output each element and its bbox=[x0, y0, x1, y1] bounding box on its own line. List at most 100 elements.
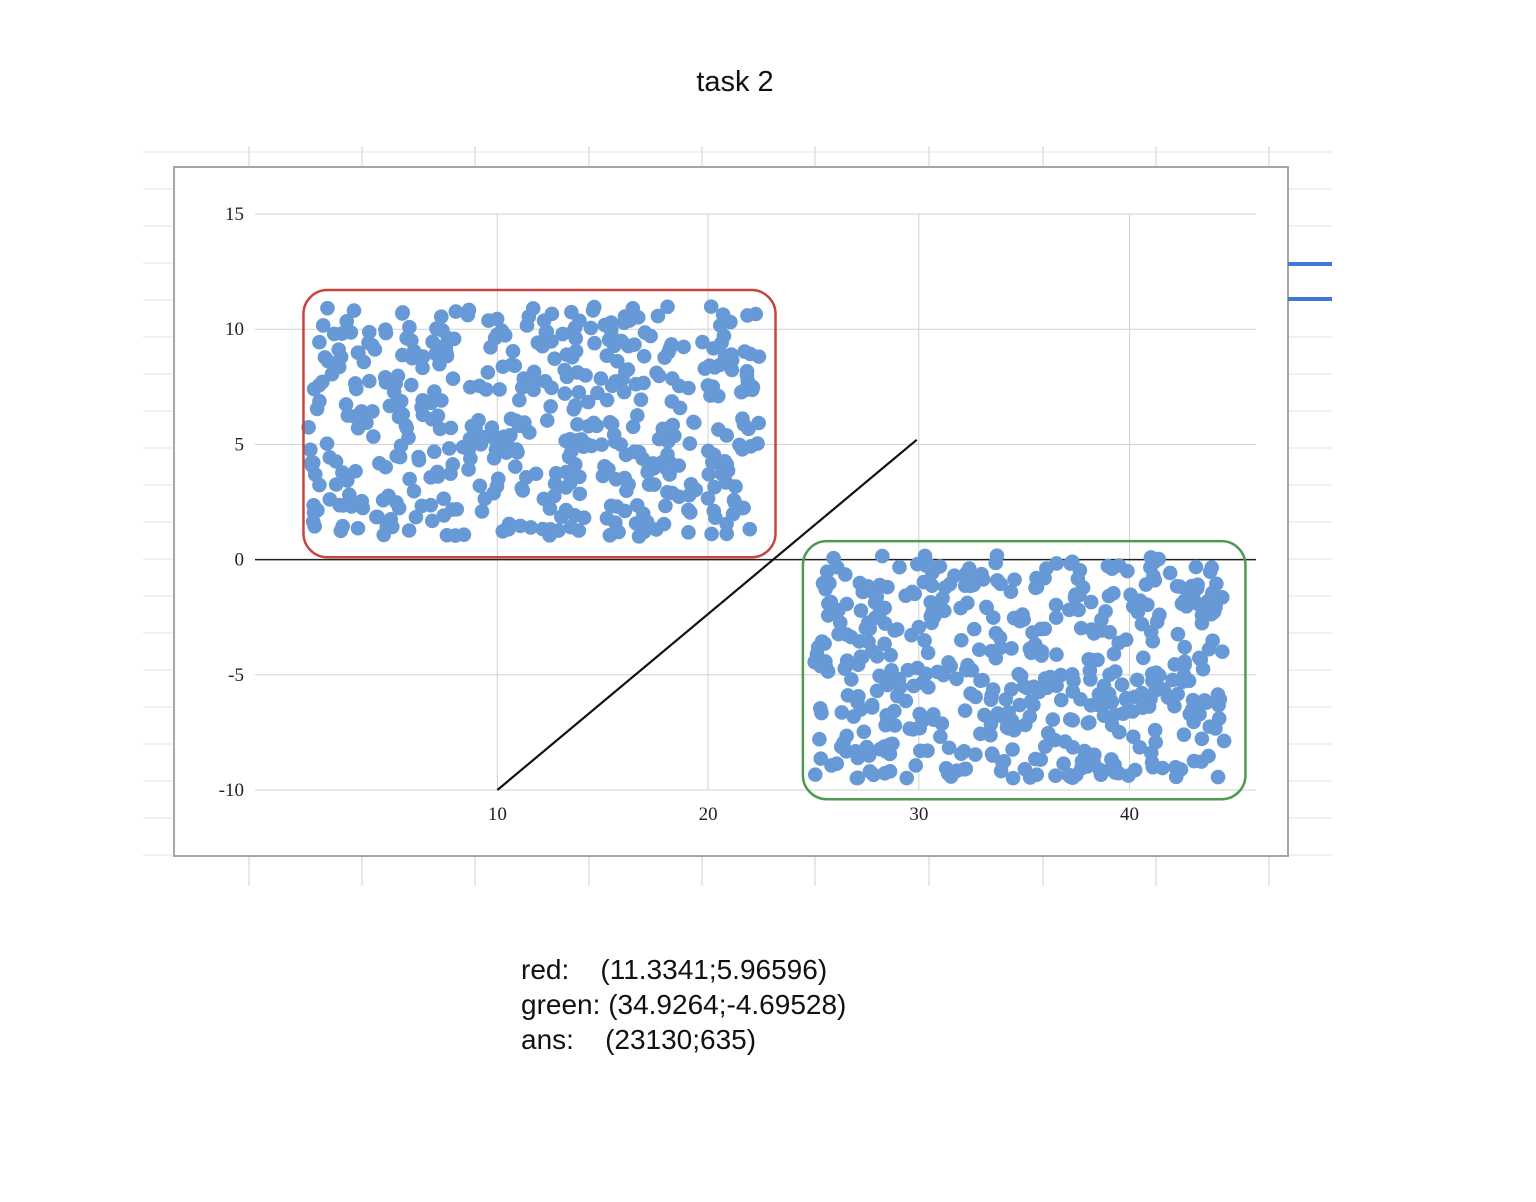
data-point bbox=[732, 437, 747, 453]
data-point bbox=[860, 579, 876, 594]
note-ans: ans: (23130;635) bbox=[521, 1022, 846, 1057]
data-point bbox=[1072, 563, 1088, 578]
data-point bbox=[558, 502, 574, 518]
data-point bbox=[672, 400, 688, 416]
data-point bbox=[705, 379, 721, 394]
data-point bbox=[943, 658, 958, 674]
data-point bbox=[957, 703, 973, 718]
data-point bbox=[443, 466, 458, 481]
data-point bbox=[703, 299, 719, 314]
data-point bbox=[604, 378, 620, 394]
data-point bbox=[401, 523, 417, 538]
data-point bbox=[571, 385, 587, 400]
data-point bbox=[985, 748, 1000, 763]
data-point bbox=[651, 368, 667, 384]
data-point bbox=[570, 365, 585, 380]
data-point bbox=[665, 417, 680, 433]
data-point bbox=[920, 743, 935, 759]
data-point bbox=[1129, 672, 1145, 688]
data-point bbox=[1092, 762, 1107, 777]
y-tick-label: -10 bbox=[219, 780, 244, 801]
data-point bbox=[724, 347, 739, 362]
data-point bbox=[1094, 612, 1109, 628]
data-point bbox=[844, 672, 859, 687]
data-point bbox=[432, 356, 447, 372]
separator-line bbox=[496, 438, 918, 791]
data-point bbox=[704, 526, 719, 542]
data-point bbox=[439, 346, 454, 362]
data-point bbox=[971, 642, 987, 658]
data-point bbox=[629, 408, 645, 423]
data-point bbox=[513, 518, 528, 534]
data-point bbox=[1080, 747, 1095, 763]
data-point bbox=[512, 392, 527, 408]
data-point bbox=[441, 441, 457, 456]
data-point bbox=[735, 411, 750, 426]
data-point bbox=[1061, 602, 1077, 618]
data-point bbox=[719, 428, 735, 443]
data-point bbox=[546, 488, 562, 504]
data-point bbox=[681, 525, 696, 540]
data-point bbox=[1192, 650, 1207, 666]
data-point bbox=[315, 318, 331, 333]
data-point bbox=[382, 398, 398, 414]
data-point bbox=[836, 735, 851, 751]
data-point bbox=[1134, 685, 1150, 701]
data-point bbox=[1165, 672, 1180, 688]
data-point bbox=[681, 502, 696, 518]
data-point bbox=[1005, 770, 1021, 786]
data-point bbox=[1177, 639, 1192, 655]
data-point bbox=[366, 429, 381, 444]
data-point bbox=[436, 491, 451, 507]
data-point bbox=[1135, 650, 1151, 666]
data-point bbox=[611, 524, 626, 540]
data-point bbox=[853, 603, 869, 618]
data-point bbox=[350, 520, 366, 536]
data-point bbox=[875, 548, 890, 564]
data-point bbox=[448, 304, 464, 319]
data-point bbox=[1048, 597, 1064, 613]
data-point bbox=[807, 767, 823, 782]
data-point bbox=[328, 477, 344, 492]
note-red: red: (11.3341;5.96596) bbox=[521, 952, 846, 987]
data-point bbox=[461, 462, 476, 477]
data-point bbox=[609, 353, 625, 369]
data-point bbox=[481, 313, 496, 328]
data-point bbox=[378, 459, 393, 475]
data-point bbox=[1090, 652, 1105, 668]
data-point bbox=[338, 397, 354, 412]
data-point bbox=[908, 758, 924, 773]
data-point bbox=[621, 477, 636, 492]
data-point bbox=[926, 712, 942, 727]
data-point bbox=[1172, 579, 1187, 594]
data-point bbox=[346, 303, 362, 318]
data-point bbox=[408, 509, 424, 525]
data-point bbox=[362, 373, 377, 389]
data-point bbox=[923, 609, 939, 624]
data-point bbox=[383, 511, 399, 527]
data-point bbox=[305, 455, 321, 470]
data-point bbox=[1001, 705, 1016, 720]
data-point bbox=[1123, 587, 1138, 603]
data-point bbox=[433, 309, 449, 325]
data-point bbox=[435, 323, 450, 338]
data-point bbox=[1194, 731, 1210, 747]
data-point bbox=[930, 664, 945, 680]
data-point bbox=[1005, 742, 1020, 757]
data-point bbox=[1108, 664, 1123, 679]
data-point bbox=[564, 443, 579, 459]
data-point bbox=[1216, 733, 1232, 749]
data-point bbox=[1106, 646, 1122, 662]
data-point bbox=[307, 519, 323, 534]
y-tick-label: 0 bbox=[235, 550, 245, 571]
data-point bbox=[348, 463, 363, 479]
data-point bbox=[813, 658, 828, 674]
data-point bbox=[1114, 677, 1130, 692]
data-point bbox=[339, 314, 355, 329]
data-point bbox=[1075, 580, 1091, 595]
data-point bbox=[707, 479, 722, 495]
data-point bbox=[824, 758, 839, 773]
data-point bbox=[587, 335, 602, 351]
data-point bbox=[1141, 699, 1157, 714]
data-point bbox=[381, 488, 396, 504]
